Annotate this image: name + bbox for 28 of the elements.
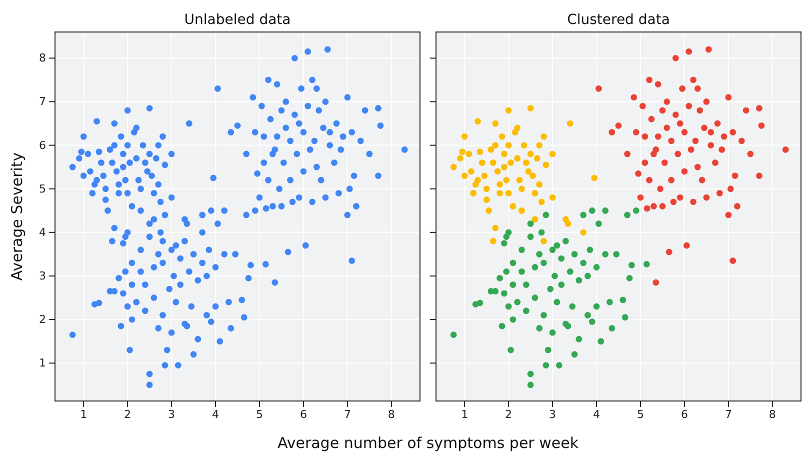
x-tick-label: 6 [680,408,688,421]
x-axis-title: Average number of symptoms per week [277,434,579,452]
y-tick-label: 6 [39,138,46,152]
x-tick-label: 4 [212,408,220,421]
y-axis-title: Average Severity [8,152,26,281]
x-tick-label: 7 [344,408,351,421]
x-tick-label: 8 [768,408,776,421]
x-tick-label: 2 [124,408,132,421]
chart-title: Unlabeled data [184,12,291,28]
x-tick-label: 4 [593,408,600,421]
y-tick-label: 7 [39,95,46,108]
y-tick-label: 8 [39,52,46,65]
x-tick-label: 3 [549,408,556,421]
y-tick-label: 4 [39,226,46,239]
y-tick-label: 3 [39,269,46,282]
x-tick-label: 5 [636,408,644,421]
x-tick-label: 7 [724,408,732,421]
x-tick-label: 1 [80,408,88,421]
chart-title: Clustered data [567,12,670,28]
y-tick-label: 2 [39,313,46,326]
x-tick-label: 5 [256,408,263,421]
x-tick-label: 6 [300,408,307,421]
x-tick-label: 3 [168,408,176,421]
y-tick-label: 1 [39,356,46,370]
x-tick-label: 1 [461,408,468,421]
x-tick-label: 2 [505,408,512,421]
y-tick-label: 5 [39,182,46,196]
x-tick-label: 8 [388,408,395,421]
